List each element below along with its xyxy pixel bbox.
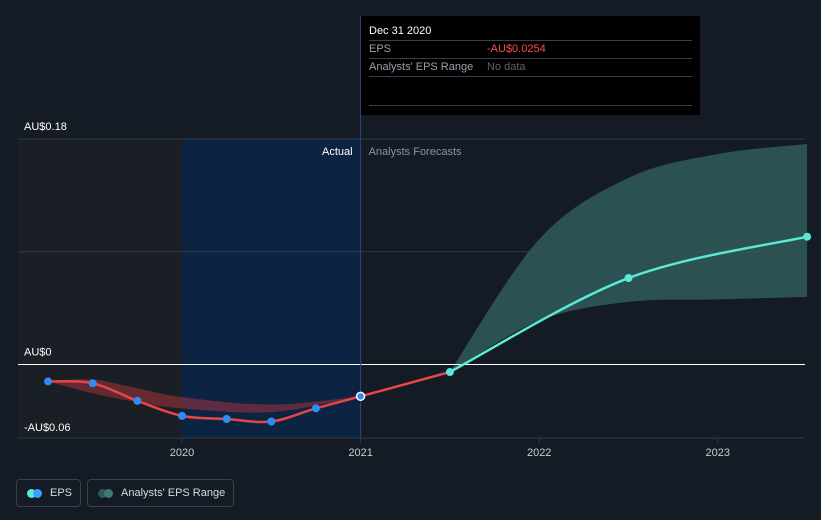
past-eps-range-band xyxy=(48,379,361,413)
eps-forecast-point[interactable] xyxy=(803,232,812,241)
eps-point[interactable] xyxy=(178,411,186,420)
eps-point[interactable] xyxy=(445,368,454,377)
legend-eps-label: EPS xyxy=(50,487,73,499)
tooltip-range-value: No data xyxy=(487,61,526,73)
eps-point[interactable] xyxy=(222,414,231,423)
eps-legend-icon xyxy=(27,488,42,498)
x-tick-label: 2022 xyxy=(527,447,551,459)
y-tick-label: AU$0 xyxy=(24,347,52,359)
legend-range-label: Analysts' EPS Range xyxy=(121,487,226,499)
eps-point[interactable] xyxy=(355,391,366,402)
y-tick-label: AU$0.18 xyxy=(24,121,67,133)
forecast-eps-range-band xyxy=(449,144,808,373)
y-tick-label: -AU$0.06 xyxy=(24,422,70,434)
tooltip-divider xyxy=(369,105,692,106)
data-points xyxy=(44,232,812,426)
eps-forecast-point[interactable] xyxy=(624,274,633,283)
eps-point[interactable] xyxy=(311,404,320,413)
past-region-shade xyxy=(18,139,182,438)
range-legend-icon xyxy=(98,488,113,498)
x-tick-label: 2020 xyxy=(170,447,194,459)
tooltip-eps-label: EPS xyxy=(369,43,392,55)
legend-range-toggle[interactable]: Analysts' EPS Range xyxy=(87,479,234,507)
x-tick-label: 2023 xyxy=(706,447,730,459)
tooltip-range-row: Analysts' EPS Range No data xyxy=(369,59,692,77)
eps-point[interactable] xyxy=(88,379,97,388)
axis-ticks: 2020 2021 2022 2023 AU$0.18 AU$0 -AU$0.06 xyxy=(24,121,730,459)
hover-tooltip: Dec 31 2020 EPS -AU$0.0254 Analysts' EPS… xyxy=(361,16,700,115)
tooltip-date: Dec 31 2020 xyxy=(369,24,692,41)
tooltip-range-label: Analysts' EPS Range xyxy=(369,61,474,73)
legend-eps-toggle[interactable]: EPS xyxy=(16,479,81,507)
actual-region-shade xyxy=(182,139,361,438)
eps-point[interactable] xyxy=(133,396,142,405)
tooltip-eps-value: -AU$0.0254 xyxy=(487,43,546,55)
actual-section-label: Actual xyxy=(322,146,353,158)
x-tick-label: 2021 xyxy=(348,447,372,459)
forecast-section-label: Analysts Forecasts xyxy=(369,146,462,158)
tooltip-eps-row: EPS -AU$0.0254 xyxy=(369,41,692,59)
eps-point[interactable] xyxy=(267,417,276,426)
eps-point[interactable] xyxy=(44,377,53,386)
